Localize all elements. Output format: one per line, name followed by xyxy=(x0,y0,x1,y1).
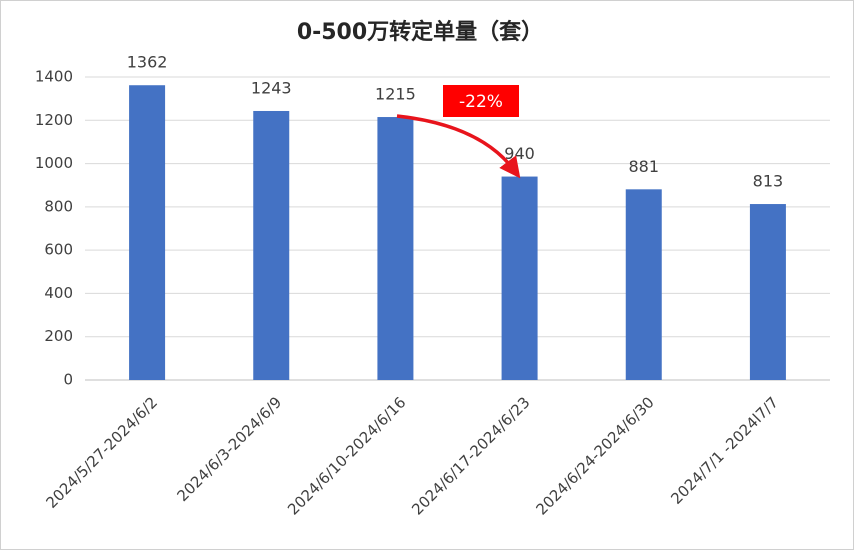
chart-title: 0-500万转定单量（套） xyxy=(297,19,543,45)
y-tick-label: 800 xyxy=(44,197,73,215)
bar xyxy=(625,189,662,380)
value-label: 1215 xyxy=(375,85,416,104)
value-label: 1243 xyxy=(251,78,292,97)
y-tick-label: 1400 xyxy=(35,68,73,86)
annotation-box xyxy=(443,85,519,117)
y-tick-label: 600 xyxy=(44,241,73,259)
bar xyxy=(501,176,538,380)
y-tick-label: 0 xyxy=(63,371,73,389)
y-tick-label: 200 xyxy=(44,327,73,345)
y-tick-label: 1200 xyxy=(35,111,73,129)
bar xyxy=(749,204,786,380)
bar xyxy=(129,85,166,380)
bar xyxy=(377,117,414,381)
value-label: 813 xyxy=(753,172,784,191)
trend-arrow xyxy=(396,114,521,179)
value-label: 1362 xyxy=(127,53,168,72)
y-tick-label: 1000 xyxy=(35,154,73,172)
value-label: 881 xyxy=(628,157,659,176)
bar xyxy=(253,110,290,381)
value-label: 940 xyxy=(504,144,535,163)
annotation: -22% xyxy=(459,92,503,112)
y-tick-label: 400 xyxy=(44,284,73,302)
